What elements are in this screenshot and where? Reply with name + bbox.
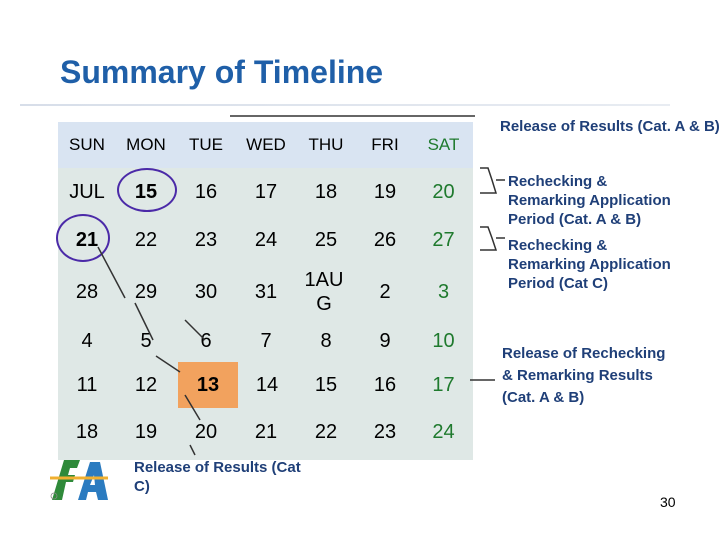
day-cell: 18 — [314, 180, 338, 203]
day-cell: 8 — [320, 329, 332, 352]
bracket-cat-c — [480, 226, 498, 251]
day-cell: 24 — [432, 420, 455, 443]
calendar-header — [58, 122, 473, 168]
weekday-wed: WED — [246, 135, 286, 154]
day-cell: 29 — [134, 280, 158, 303]
day-cell-aug-1: 1AU G — [304, 269, 344, 315]
day-cell: 25 — [314, 228, 338, 251]
hkeaa-logo — [50, 460, 108, 500]
note-recheck-period-ab: Rechecking & Remarking Application Perio… — [508, 173, 671, 228]
date-circle-21 — [56, 214, 110, 262]
page-number: 30 — [660, 494, 676, 510]
day-cell: 30 — [194, 280, 218, 303]
day-cell: 24 — [254, 228, 278, 251]
day-cell: 7 — [260, 329, 272, 352]
day-cell: 17 — [254, 180, 278, 203]
note-release-results-ab: Release of Results (Cat. A & B) — [500, 118, 720, 135]
day-cell: 19 — [134, 420, 158, 443]
weekday-fri: FRI — [371, 135, 399, 154]
day-cell: 20 — [432, 180, 455, 203]
day-cell: 4 — [81, 329, 93, 352]
month-label-jul: JUL — [69, 180, 105, 203]
date-circle-15 — [117, 168, 177, 212]
weekday-thu: THU — [308, 135, 344, 154]
day-cell: 17 — [432, 373, 455, 396]
weekday-sat: SAT — [427, 135, 460, 154]
day-cell: 6 — [200, 329, 212, 352]
day-cell: 20 — [194, 420, 218, 443]
day-cell: 18 — [75, 420, 99, 443]
day-cell: 22 — [134, 228, 158, 251]
note-recheck-period-c: Rechecking & Remarking Application Perio… — [508, 237, 671, 292]
weekday-tue: TUE — [189, 135, 223, 154]
day-cell: 19 — [373, 180, 397, 203]
weekday-sun: SUN — [69, 135, 105, 154]
day-cell: 21 — [254, 420, 278, 443]
day-cell-highlighted: 13 — [178, 362, 238, 408]
day-cell: 23 — [194, 228, 218, 251]
weekday-mon: MON — [126, 135, 166, 154]
day-cell: 2 — [379, 280, 391, 303]
day-cell: 28 — [75, 280, 99, 303]
day-cell: 5 — [140, 329, 152, 352]
day-cell: 16 — [373, 373, 397, 396]
day-cell: 14 — [255, 373, 279, 396]
day-cell: 10 — [432, 329, 455, 352]
day-cell: 31 — [254, 280, 278, 303]
note-release-recheck-results: Release of Rechecking & Remarking Result… — [502, 345, 666, 406]
day-cell: 15 — [314, 373, 338, 396]
day-cell: 22 — [314, 420, 338, 443]
day-cell: 3 — [437, 280, 450, 303]
bracket-cat-ab — [480, 167, 498, 194]
day-cell: 11 — [76, 373, 98, 396]
page-title: Summary of Timeline — [60, 54, 384, 90]
day-cell: 12 — [134, 373, 158, 396]
day-cell: 26 — [373, 228, 397, 251]
day-cell: 9 — [379, 329, 391, 352]
calendar: SUN MON TUE WED THU FRI SAT JUL 15 16 17… — [58, 122, 473, 460]
day-cell: 23 — [373, 420, 397, 443]
day-cell: 16 — [194, 180, 218, 203]
title-rule — [20, 104, 670, 106]
note-release-results-c: Release of Results (Cat C) — [134, 459, 301, 495]
day-cell: 27 — [432, 228, 455, 251]
